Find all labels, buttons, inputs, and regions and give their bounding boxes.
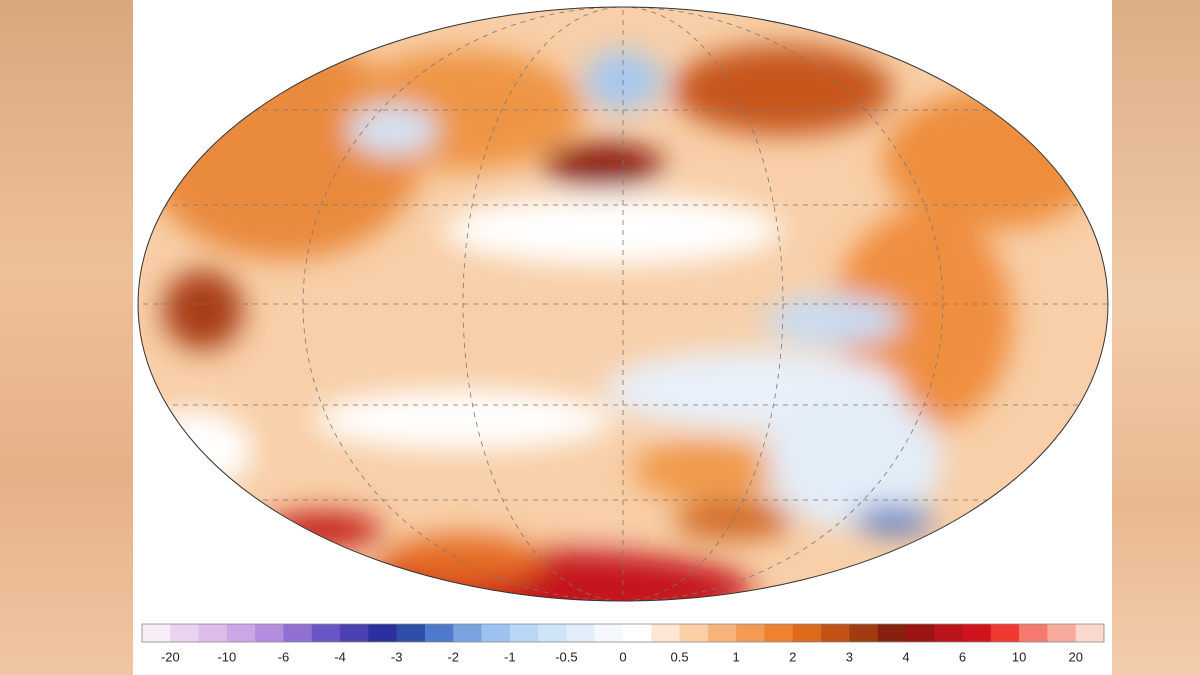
colorbar-label: 1 xyxy=(733,649,740,664)
colorbar-cell xyxy=(623,624,652,642)
map-panel: -20 -10 -6 -4 -3 -2 -1 -0.5 0 0.5 1 2 3 4 6 10 20 xyxy=(133,0,1112,675)
colorbar-cell xyxy=(396,624,426,642)
colorbar-label: 0 xyxy=(619,649,626,664)
colorbar-cell xyxy=(962,624,992,642)
colorbar-cell xyxy=(1075,624,1105,642)
colorbar-cell xyxy=(821,624,850,642)
colorbar-cell xyxy=(453,624,482,642)
colorbar-label: 2 xyxy=(789,649,796,664)
colorbar-cell xyxy=(255,624,284,642)
colorbar-label: -20 xyxy=(161,649,180,664)
colorbar-cell xyxy=(283,624,313,642)
colorbar-cell xyxy=(764,624,794,642)
colorbar-cell xyxy=(226,624,256,642)
colorbar-label: -6 xyxy=(278,649,290,664)
colorbar-cell xyxy=(538,624,567,642)
colorbar-cell xyxy=(311,624,341,642)
blurred-right xyxy=(1112,0,1200,675)
colorbar-label: 3 xyxy=(846,649,853,664)
colorbar-cell xyxy=(481,624,511,642)
colorbar-cell xyxy=(736,624,765,642)
colorbar-label: -0.5 xyxy=(555,649,577,664)
colorbar-label: -1 xyxy=(504,649,516,664)
colorbar-cell xyxy=(566,624,596,642)
colorbar-cell xyxy=(424,624,454,642)
colorbar-label: 0.5 xyxy=(671,649,689,664)
colorbar-cell xyxy=(1019,624,1048,642)
colorbar-cell xyxy=(877,624,907,642)
colorbar-cell xyxy=(849,624,878,642)
colorbar-cell xyxy=(1047,624,1077,642)
colorbar-cell xyxy=(198,624,228,642)
colorbar-cell xyxy=(142,624,171,642)
colorbar-cell xyxy=(340,624,369,642)
colorbar-label: 10 xyxy=(1012,649,1026,664)
colorbar-label: -4 xyxy=(334,649,346,664)
colorbar-label: 6 xyxy=(959,649,966,664)
colorbar-cell xyxy=(707,624,737,642)
colorbar-cell xyxy=(170,624,199,642)
colorbar-cell xyxy=(905,624,935,642)
colorbar-cell xyxy=(990,624,1020,642)
colorbar-label: -10 xyxy=(217,649,236,664)
colorbar-cell xyxy=(651,624,680,642)
colorbar-label: -2 xyxy=(447,649,459,664)
colorbar-cell xyxy=(594,624,624,642)
colorbar-cell xyxy=(934,624,963,642)
colorbar-label: -3 xyxy=(391,649,403,664)
colorbar-cell xyxy=(792,624,822,642)
colorbar-label: 20 xyxy=(1068,649,1082,664)
colorbar-label: 4 xyxy=(902,649,909,664)
colorbar-cell xyxy=(509,624,539,642)
colorbar-frame xyxy=(141,623,1105,643)
blurred-left xyxy=(0,0,133,675)
colorbar-cell xyxy=(368,624,397,642)
anomaly-map xyxy=(138,7,1108,601)
colorbar: -20 -10 -6 -4 -3 -2 -1 -0.5 0 0.5 1 2 3 4 6 10 20 xyxy=(141,623,1105,664)
colorbar-cell xyxy=(679,624,709,642)
